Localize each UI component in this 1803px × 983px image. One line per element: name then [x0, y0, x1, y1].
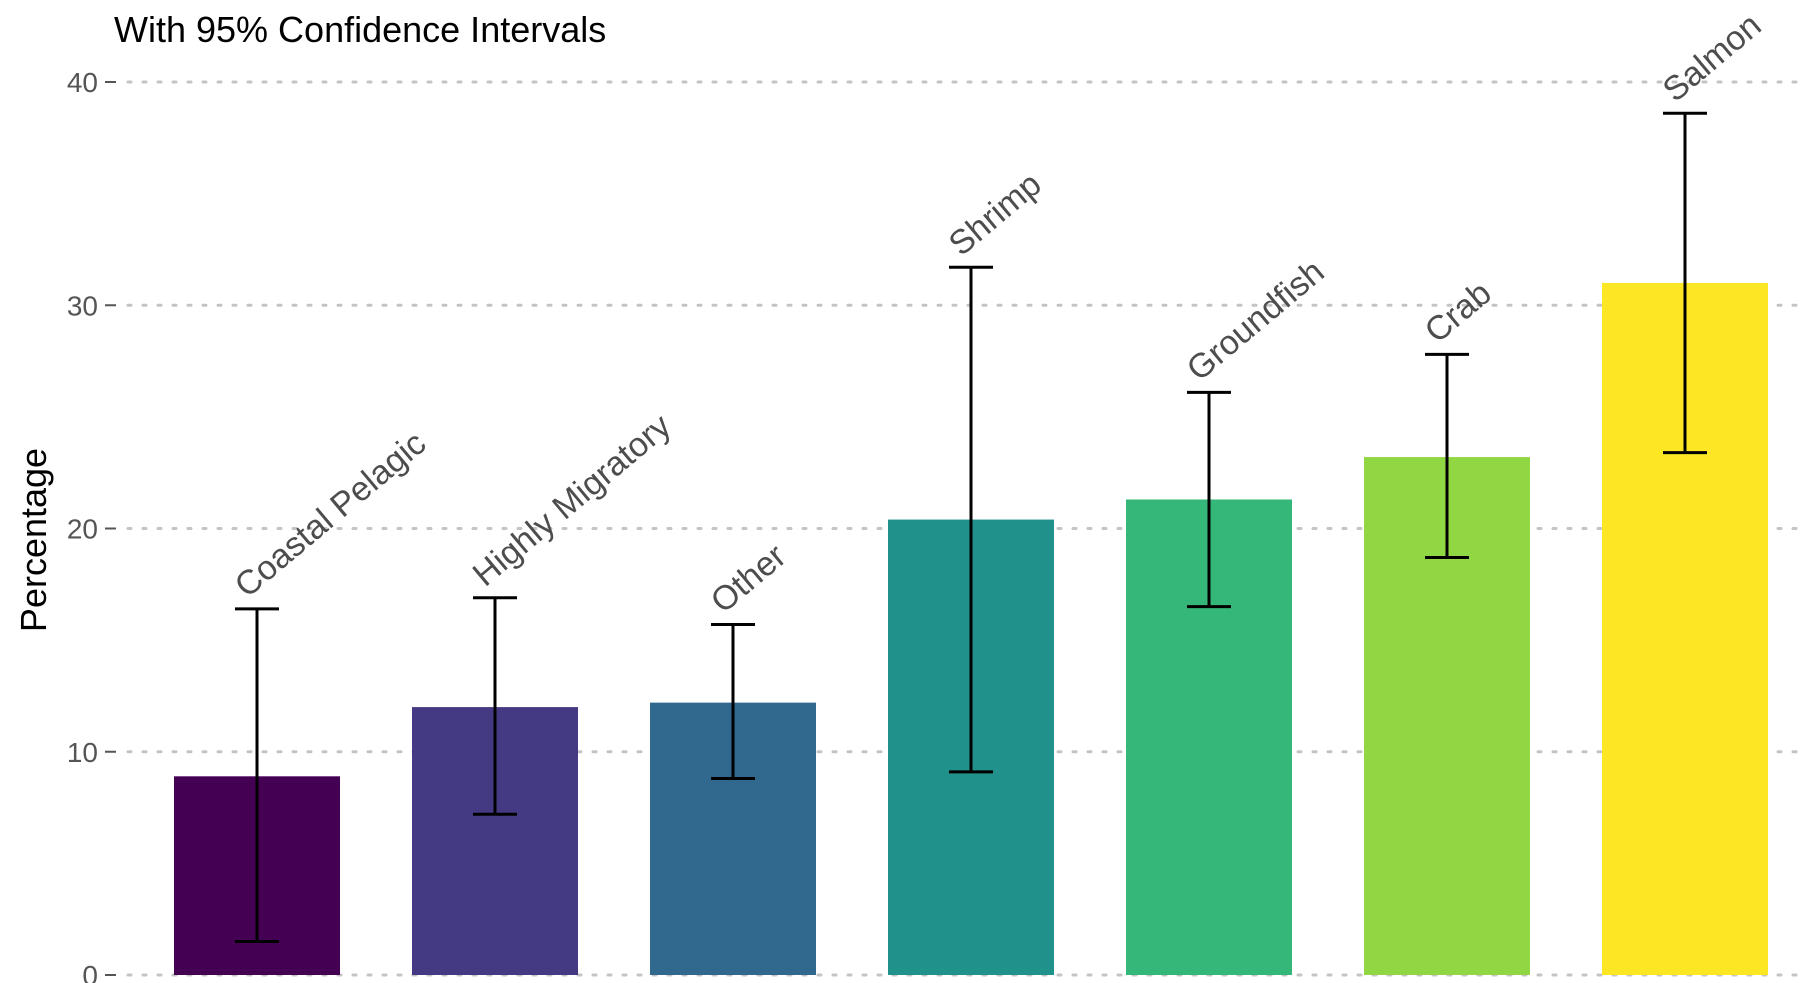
category-label-crab: Crab [1418, 274, 1499, 350]
y-axis-label: Percentage [13, 448, 54, 632]
y-tick-label-0: 0 [82, 960, 98, 983]
y-axis-ticks: 0 10 20 30 40 [67, 67, 116, 983]
error-bar-coastal-pelagic [235, 607, 279, 944]
y-tick-label-20: 20 [67, 514, 98, 545]
y-tick-label-30: 30 [67, 290, 98, 321]
chart-subtitle: With 95% Confidence Intervals [114, 9, 606, 50]
error-bar-crab [1425, 352, 1469, 560]
category-label-other: Other [704, 537, 794, 621]
category-label-coastal-pelagic: Coastal Pelagic [228, 424, 433, 605]
y-tick-label-40: 40 [67, 67, 98, 98]
category-label-groundfish: Groundfish [1180, 252, 1332, 388]
bars [174, 282, 1768, 975]
category-label-salmon: Salmon [1656, 6, 1769, 109]
error-bar-shrimp [949, 265, 993, 774]
y-tick-label-10: 10 [67, 737, 98, 768]
error-bar-other [711, 622, 755, 781]
category-label-highly-migratory: Highly Migratory [466, 407, 679, 594]
error-bar-highly-migratory [473, 596, 517, 816]
category-label-shrimp: Shrimp [942, 165, 1049, 263]
error-bars [235, 111, 1707, 944]
error-bar-groundfish [1187, 390, 1231, 609]
error-bar-salmon [1663, 111, 1707, 455]
